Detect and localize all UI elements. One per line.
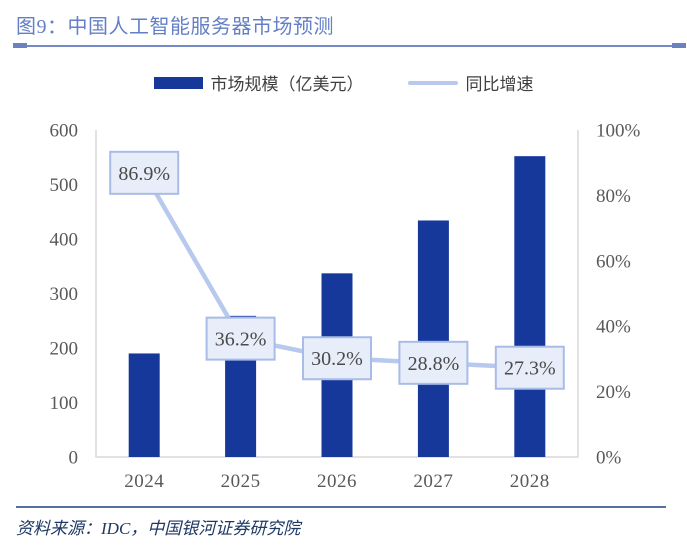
left-axis-tick-label: 600 bbox=[50, 121, 79, 142]
left-axis-tick-label: 300 bbox=[50, 284, 79, 305]
left-axis-tick-label: 500 bbox=[50, 175, 79, 196]
data-label-box-2028 bbox=[494, 345, 565, 390]
source-divider bbox=[16, 506, 666, 508]
bar-swatch-icon bbox=[153, 76, 203, 89]
left-axis-tick-label: 200 bbox=[50, 339, 79, 360]
data-label-2028: 27.3% bbox=[504, 358, 556, 380]
right-axis-tick-label: 40% bbox=[596, 317, 631, 338]
line-swatch-icon bbox=[407, 80, 458, 85]
right-axis-tick-label: 80% bbox=[596, 186, 631, 207]
legend-item-growth: 同比增速 bbox=[407, 70, 534, 95]
right-axis-tick-label: 100% bbox=[596, 121, 641, 142]
legend-label-growth: 同比增速 bbox=[465, 75, 534, 94]
divider-endcap-left bbox=[13, 43, 27, 48]
left-axis-tick-label: 100 bbox=[50, 393, 79, 414]
right-axis-tick-label: 60% bbox=[596, 251, 631, 272]
right-axis-tick-label: 0% bbox=[596, 448, 622, 469]
left-axis-tick-label: 400 bbox=[50, 230, 79, 251]
x-axis-label-2026: 2026 bbox=[317, 471, 357, 492]
left-axis-tick-label: 0 bbox=[69, 448, 79, 469]
data-label-2027: 28.8% bbox=[408, 353, 460, 375]
data-label-box-2026 bbox=[302, 336, 372, 381]
right-axis-tick-label: 20% bbox=[596, 382, 631, 403]
chart-legend: 市场规模（亿美元） 同比增速 bbox=[0, 70, 687, 95]
data-label-2025: 36.2% bbox=[215, 329, 267, 351]
source-text: 资料来源：IDC，中国银河证券研究院 bbox=[16, 519, 301, 538]
x-axis-label-2025: 2025 bbox=[221, 471, 261, 492]
bar-2028 bbox=[514, 156, 546, 457]
bar-2027 bbox=[417, 220, 449, 457]
x-axis-label-2028: 2028 bbox=[510, 471, 550, 492]
data-label-box-2025 bbox=[205, 316, 276, 361]
data-label-2026: 30.2% bbox=[311, 348, 363, 370]
data-label-box-2024 bbox=[109, 150, 180, 195]
bar-2024 bbox=[128, 353, 160, 457]
x-axis-label-2024: 2024 bbox=[124, 471, 164, 492]
data-label-2024: 86.9% bbox=[118, 163, 170, 185]
combo-chart: 0 100 200 300 400 500 600 0% 20% 40% 60% 80% 100% 86.… bbox=[50, 121, 641, 493]
legend-item-market-size: 市场规模（亿美元） bbox=[153, 70, 364, 95]
title-divider bbox=[13, 43, 686, 48]
x-axis-label-2027: 2027 bbox=[413, 471, 453, 492]
figure-title: 图9：中国人工智能服务器市场预测 bbox=[16, 16, 334, 38]
data-label-box-2027 bbox=[398, 340, 469, 385]
legend-label-market-size: 市场规模（亿美元） bbox=[210, 75, 364, 94]
divider-endcap-right bbox=[672, 43, 686, 48]
